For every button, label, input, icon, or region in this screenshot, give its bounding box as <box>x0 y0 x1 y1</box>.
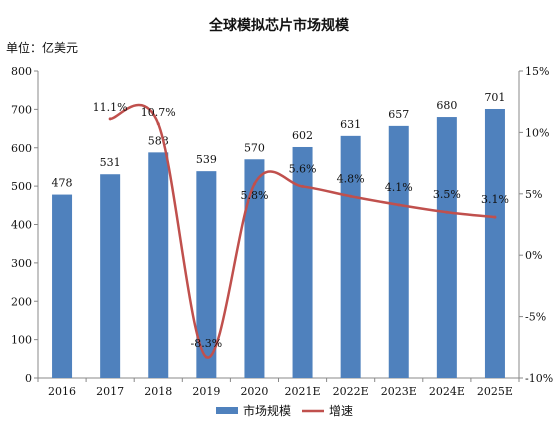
bar <box>388 125 409 378</box>
bar <box>148 152 169 378</box>
growth-point <box>156 122 160 126</box>
y-right-tick-label: 0% <box>525 249 542 262</box>
chart-title: 全球模拟芯片市场规模 <box>208 17 350 34</box>
growth-value-label: 11.1% <box>93 101 128 114</box>
y-left-tick-label: 700 <box>11 103 32 116</box>
unit-label: 单位：亿美元 <box>6 40 78 55</box>
growth-point <box>301 184 305 188</box>
growth-value-label: -8.3% <box>191 337 223 350</box>
x-tick-label: 2023E <box>381 385 417 398</box>
x-tick-label: 2025E <box>477 385 513 398</box>
y-left-tick-label: 100 <box>11 334 32 347</box>
growth-value-label: 5.8% <box>240 189 268 202</box>
bar-value-label: 539 <box>196 153 217 166</box>
growth-point <box>493 215 497 219</box>
growth-value-label: 4.8% <box>337 172 365 185</box>
bar <box>196 171 217 378</box>
bar <box>292 146 313 378</box>
y-left-tick-label: 400 <box>11 219 32 232</box>
growth-value-label: 5.6% <box>289 162 317 175</box>
bar-value-label: 680 <box>436 99 457 112</box>
y-left-tick-label: 800 <box>11 65 32 78</box>
y-left-tick-label: 300 <box>11 257 32 270</box>
y-left-tick-label: 200 <box>11 295 32 308</box>
y-right-tick-label: 5% <box>525 188 542 201</box>
growth-point <box>397 203 401 207</box>
bar-value-label: 570 <box>244 141 265 154</box>
bar-value-label: 631 <box>340 118 361 131</box>
bar-value-label: 657 <box>388 108 409 121</box>
bar <box>484 108 505 379</box>
x-tick-label: 2024E <box>429 385 465 398</box>
x-tick-label: 2022E <box>333 385 369 398</box>
growth-line <box>109 103 496 359</box>
growth-value-label: 10.7% <box>141 106 176 119</box>
bar <box>52 194 73 378</box>
growth-point <box>349 194 353 198</box>
bar-value-label: 478 <box>52 177 73 190</box>
growth-value-label: 4.1% <box>385 181 413 194</box>
y-left-tick-label: 500 <box>11 180 32 193</box>
x-tick-label: 2017 <box>96 385 124 398</box>
growth-value-label: 3.1% <box>481 193 509 206</box>
bar <box>100 174 121 378</box>
growth-point <box>252 182 256 186</box>
y-right-tick-label: 10% <box>525 126 549 139</box>
plot-area: 0 100 200 300 400 500 600 700 800 -10% -5% 0% 5% 10% 1… <box>11 65 553 418</box>
growth-point <box>204 355 208 359</box>
growth-value-label: 3.5% <box>433 188 461 201</box>
x-tick-label: 2019 <box>192 385 220 398</box>
x-tick-label: 2020 <box>240 385 268 398</box>
y-left-tick-label: 0 <box>25 372 32 385</box>
y-right-tick-label: 15% <box>525 65 549 78</box>
legend-line-label: 增速 <box>329 404 353 418</box>
bar-value-label: 531 <box>100 156 121 169</box>
y-right-tick-label: -10% <box>525 372 553 385</box>
x-tick-label: 2021E <box>285 385 321 398</box>
growth-point <box>108 117 112 121</box>
x-tick-label: 2016 <box>48 385 76 398</box>
legend-bar-label: 市场规模 <box>243 403 291 418</box>
y-right-tick-label: -5% <box>525 311 546 324</box>
y-left-tick-label: 600 <box>11 142 32 155</box>
growth-point <box>445 210 449 214</box>
bar-value-label: 602 <box>292 129 313 142</box>
bar-value-label: 701 <box>484 91 505 104</box>
bar <box>244 159 265 378</box>
x-tick-label: 2018 <box>144 385 172 398</box>
bar <box>436 117 457 379</box>
legend-bar-swatch <box>216 407 238 414</box>
